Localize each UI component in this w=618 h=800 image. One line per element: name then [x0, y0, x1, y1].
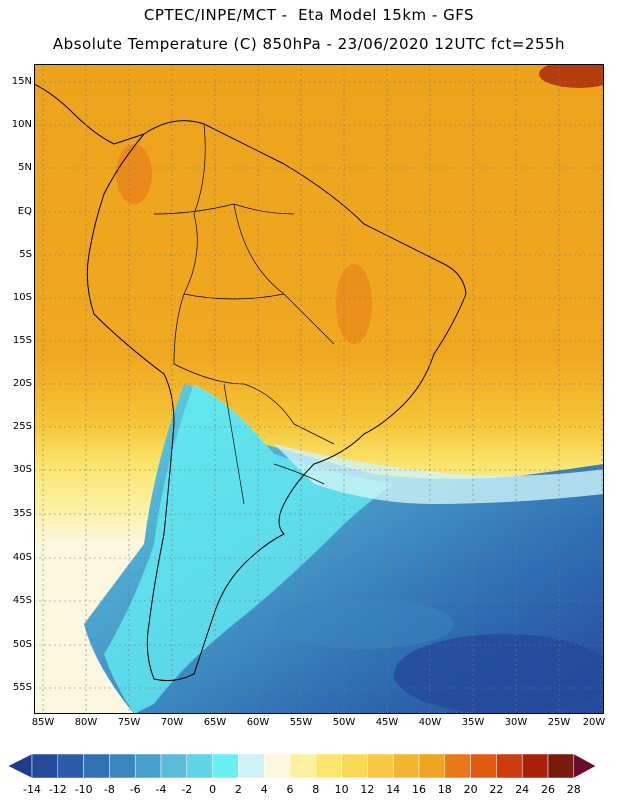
- colorbar-swatch: [289, 753, 317, 779]
- hot-spot-brazil: [336, 264, 372, 344]
- colorbar-tick-label: 8: [312, 783, 319, 796]
- colorbar-tick-label: -12: [49, 783, 67, 796]
- colorbar-swatch: [31, 753, 59, 779]
- lat-label: 5N: [18, 162, 32, 173]
- map-title-line-1: CPTEC/INPE/MCT - Eta Model 15km - GFS: [143, 6, 475, 24]
- lon-label: 45W: [375, 717, 399, 728]
- colorbar-tick-label: 10: [335, 783, 349, 796]
- map-title-line-2: Absolute Temperature (C) 850hPa - 23/06/…: [52, 35, 566, 53]
- temperature-field-mid-cold: [274, 599, 454, 649]
- south-america-coastline: [86, 120, 467, 682]
- colorbar-tick-label: 22: [489, 783, 503, 796]
- colorbar-swatch: [212, 753, 239, 779]
- lon-label: 80W: [74, 717, 98, 728]
- colorbar-tick-label: 18: [438, 783, 452, 796]
- colorbar-swatch: [186, 753, 213, 779]
- colorbar-swatch: [444, 753, 471, 779]
- colorbar-tick-labels: -14 -12 -10 -8 -6 -4 -2 0 2 4 6 8 10 12 14 16 18 20 22 24 26…: [23, 783, 581, 796]
- colorbar-tick-label: 28: [567, 783, 581, 796]
- temperature-map: [34, 64, 604, 714]
- colorbar-tick-label: -6: [130, 783, 141, 796]
- lat-label: 15N: [11, 76, 32, 87]
- lat-label: 10N: [11, 119, 32, 130]
- lon-label: 55W: [289, 717, 313, 728]
- map-border: [34, 64, 604, 714]
- colorbar-tick-label: 6: [287, 783, 294, 796]
- colorbar-swatch: [392, 753, 420, 779]
- temperature-colorbar: -14 -12 -10 -8 -6 -4 -2 0 2 4 6 8 10 12 14 16 18 20 22 24 26…: [7, 753, 597, 796]
- colorbar-tick-label: 2: [235, 783, 242, 796]
- colorbar-swatch: [547, 753, 575, 779]
- colorbar-arrow-low: [7, 753, 33, 779]
- lat-label: 5S: [19, 249, 32, 260]
- colorbar-tick-label: 12: [360, 783, 374, 796]
- colorbar-swatch: [341, 753, 368, 779]
- colorbar-swatches: [7, 753, 597, 779]
- colorbar-tick-label: 26: [541, 783, 555, 796]
- temperature-field-cyan-band: [104, 384, 394, 714]
- colorbar-swatch: [109, 753, 136, 779]
- colorbar-swatch: [83, 753, 110, 779]
- colorbar-tick-label: 20: [464, 783, 478, 796]
- temperature-field-light-band: [274, 444, 604, 504]
- colorbar-swatch: [160, 753, 188, 779]
- colorbar-swatch: [134, 753, 162, 779]
- colorbar-swatch: [238, 753, 265, 779]
- colorbar-tick-label: -10: [75, 783, 93, 796]
- lat-label: 10S: [12, 292, 32, 303]
- lon-label: 60W: [246, 717, 270, 728]
- colorbar-swatch: [418, 753, 446, 779]
- colorbar-tick-label: 24: [515, 783, 529, 796]
- colorbar-swatch: [496, 753, 523, 779]
- colorbar-swatch: [263, 753, 291, 779]
- colorbar-swatch: [470, 753, 497, 779]
- lon-label: 40W: [418, 717, 442, 728]
- lon-label: 50W: [332, 717, 356, 728]
- lon-label: 75W: [117, 717, 141, 728]
- lon-label: 85W: [31, 717, 55, 728]
- lat-label: 20S: [12, 378, 32, 389]
- colorbar-swatch: [57, 753, 84, 779]
- lat-label: EQ: [17, 206, 32, 217]
- lon-label: 30W: [504, 717, 528, 728]
- lon-label: 65W: [203, 717, 227, 728]
- colorbar-tick-label: 14: [386, 783, 400, 796]
- colorbar-swatch: [315, 753, 342, 779]
- colorbar-tick-label: 4: [261, 783, 268, 796]
- lat-label: 15S: [12, 335, 32, 346]
- lon-label: 35W: [461, 717, 485, 728]
- lon-label: 25W: [547, 717, 571, 728]
- colorbar-tick-label: -2: [181, 783, 192, 796]
- lat-label: 45S: [12, 595, 32, 606]
- colorbar-tick-label: 0: [209, 783, 216, 796]
- lat-label: 55S: [12, 682, 32, 693]
- colorbar-swatch: [521, 753, 549, 779]
- colorbar-tick-label: -4: [156, 783, 167, 796]
- lon-label: 70W: [160, 717, 184, 728]
- temperature-field-deep-cold: [394, 634, 604, 714]
- colorbar-arrow-high: [573, 753, 597, 779]
- lat-label: 30S: [12, 464, 32, 475]
- colorbar-tick-label: -14: [23, 783, 41, 796]
- colorbar-tick-label: 16: [412, 783, 426, 796]
- colorbar-tick-label: -8: [104, 783, 115, 796]
- colorbar-swatch: [367, 753, 394, 779]
- lon-label: 20W: [582, 717, 606, 728]
- lat-label: 50S: [12, 639, 32, 650]
- hot-spot-andes-north: [116, 144, 152, 204]
- graticule: [34, 64, 604, 714]
- lat-label: 40S: [12, 552, 32, 563]
- lat-label: 35S: [12, 508, 32, 519]
- lat-label: 25S: [12, 421, 32, 432]
